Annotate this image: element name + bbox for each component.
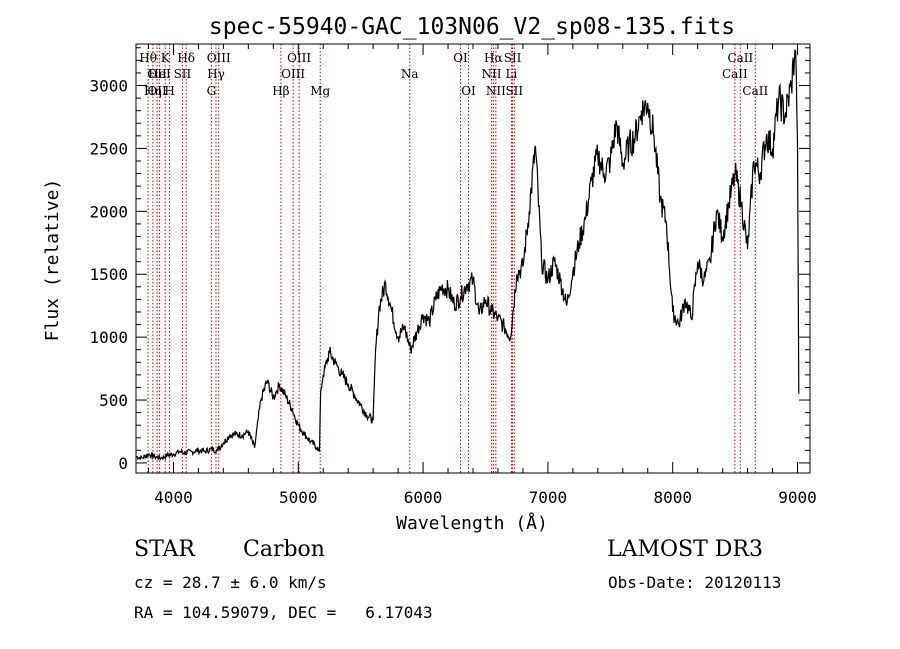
spectral-line-label: NII bbox=[486, 84, 506, 98]
spectral-line-label: Li bbox=[506, 67, 518, 81]
y-axis-ticks: 0 500 1000 1500 2000 2500 3000 bbox=[89, 47, 810, 473]
x-axis-ticks: 4000 5000 6000 7000 8000 9000 bbox=[147, 44, 817, 507]
spectral-line-label: Hθ bbox=[139, 51, 157, 65]
spectral-line-label: CaII bbox=[727, 51, 753, 65]
spectral-line-label: Na bbox=[401, 67, 419, 81]
spectral-line-label: Hη bbox=[144, 84, 162, 98]
spectral-line-label: Hγ bbox=[207, 67, 225, 81]
spectral-line-markers bbox=[147, 44, 756, 473]
y-tick-label: 2000 bbox=[89, 202, 128, 221]
y-axis-label: Flux (relative) bbox=[42, 179, 63, 342]
y-tick-label: 0 bbox=[118, 454, 128, 473]
spectral-line-label: OII bbox=[147, 67, 167, 81]
x-tick-label: 6000 bbox=[404, 488, 443, 507]
spectral-line-label: NII bbox=[481, 67, 501, 81]
y-tick-label: 2500 bbox=[89, 139, 128, 158]
spectral-line-labels: HθHηOIIOIIHeIKHSIIHδGHγOIIIHβOIIIOIIIMgN… bbox=[139, 51, 768, 98]
spectral-line-label: Hβ bbox=[272, 84, 289, 98]
spectral-line-label: CaII bbox=[742, 84, 768, 98]
object-subclass: Carbon bbox=[243, 537, 325, 562]
spectral-line-label: Mg bbox=[310, 84, 330, 98]
x-tick-label: 9000 bbox=[778, 488, 817, 507]
object-class: STAR bbox=[134, 537, 195, 562]
spectral-line-label: K bbox=[161, 51, 171, 65]
y-tick-label: 1500 bbox=[89, 265, 128, 284]
y-tick-label: 3000 bbox=[89, 77, 128, 96]
spectral-line-label: OIII bbox=[207, 51, 231, 65]
spectral-line-label: CaII bbox=[722, 67, 748, 81]
y-tick-label: 1000 bbox=[89, 328, 128, 347]
coordinates: RA = 104.59079, DEC = 6.17043 bbox=[134, 603, 433, 622]
spectral-line-label: OII bbox=[147, 84, 167, 98]
spectral-line-label: SII bbox=[504, 51, 522, 65]
spectral-line-label: H bbox=[164, 84, 174, 98]
spectral-line-label: OIII bbox=[287, 51, 311, 65]
x-tick-label: 5000 bbox=[279, 488, 318, 507]
spectral-line-label: SII bbox=[505, 84, 523, 98]
x-tick-label: 7000 bbox=[529, 488, 568, 507]
spectral-line-label: Hα bbox=[484, 51, 503, 65]
spectral-line-label: Hδ bbox=[177, 51, 195, 65]
survey-name: LAMOST DR3 bbox=[607, 537, 763, 562]
spectral-line-label: HeI bbox=[148, 67, 171, 81]
chart-title: spec-55940-GAC_103N06_V2_sp08-135.fits bbox=[209, 14, 735, 40]
spectral-line-label: OI bbox=[453, 51, 468, 65]
spectral-line-label: SII bbox=[174, 67, 192, 81]
spectral-line-label: OIII bbox=[281, 67, 305, 81]
spectrum-series-line bbox=[135, 49, 800, 461]
redshift-value: cz = 28.7 ± 6.0 km/s bbox=[134, 573, 327, 592]
x-axis-label: Wavelength (Å) bbox=[396, 512, 548, 534]
obs-date: Obs-Date: 20120113 bbox=[608, 573, 782, 592]
y-tick-label: 500 bbox=[99, 391, 128, 410]
spectral-line-label: OI bbox=[461, 84, 476, 98]
spectral-line-label: G bbox=[207, 84, 217, 98]
x-tick-label: 8000 bbox=[653, 488, 692, 507]
x-tick-label: 4000 bbox=[154, 488, 193, 507]
